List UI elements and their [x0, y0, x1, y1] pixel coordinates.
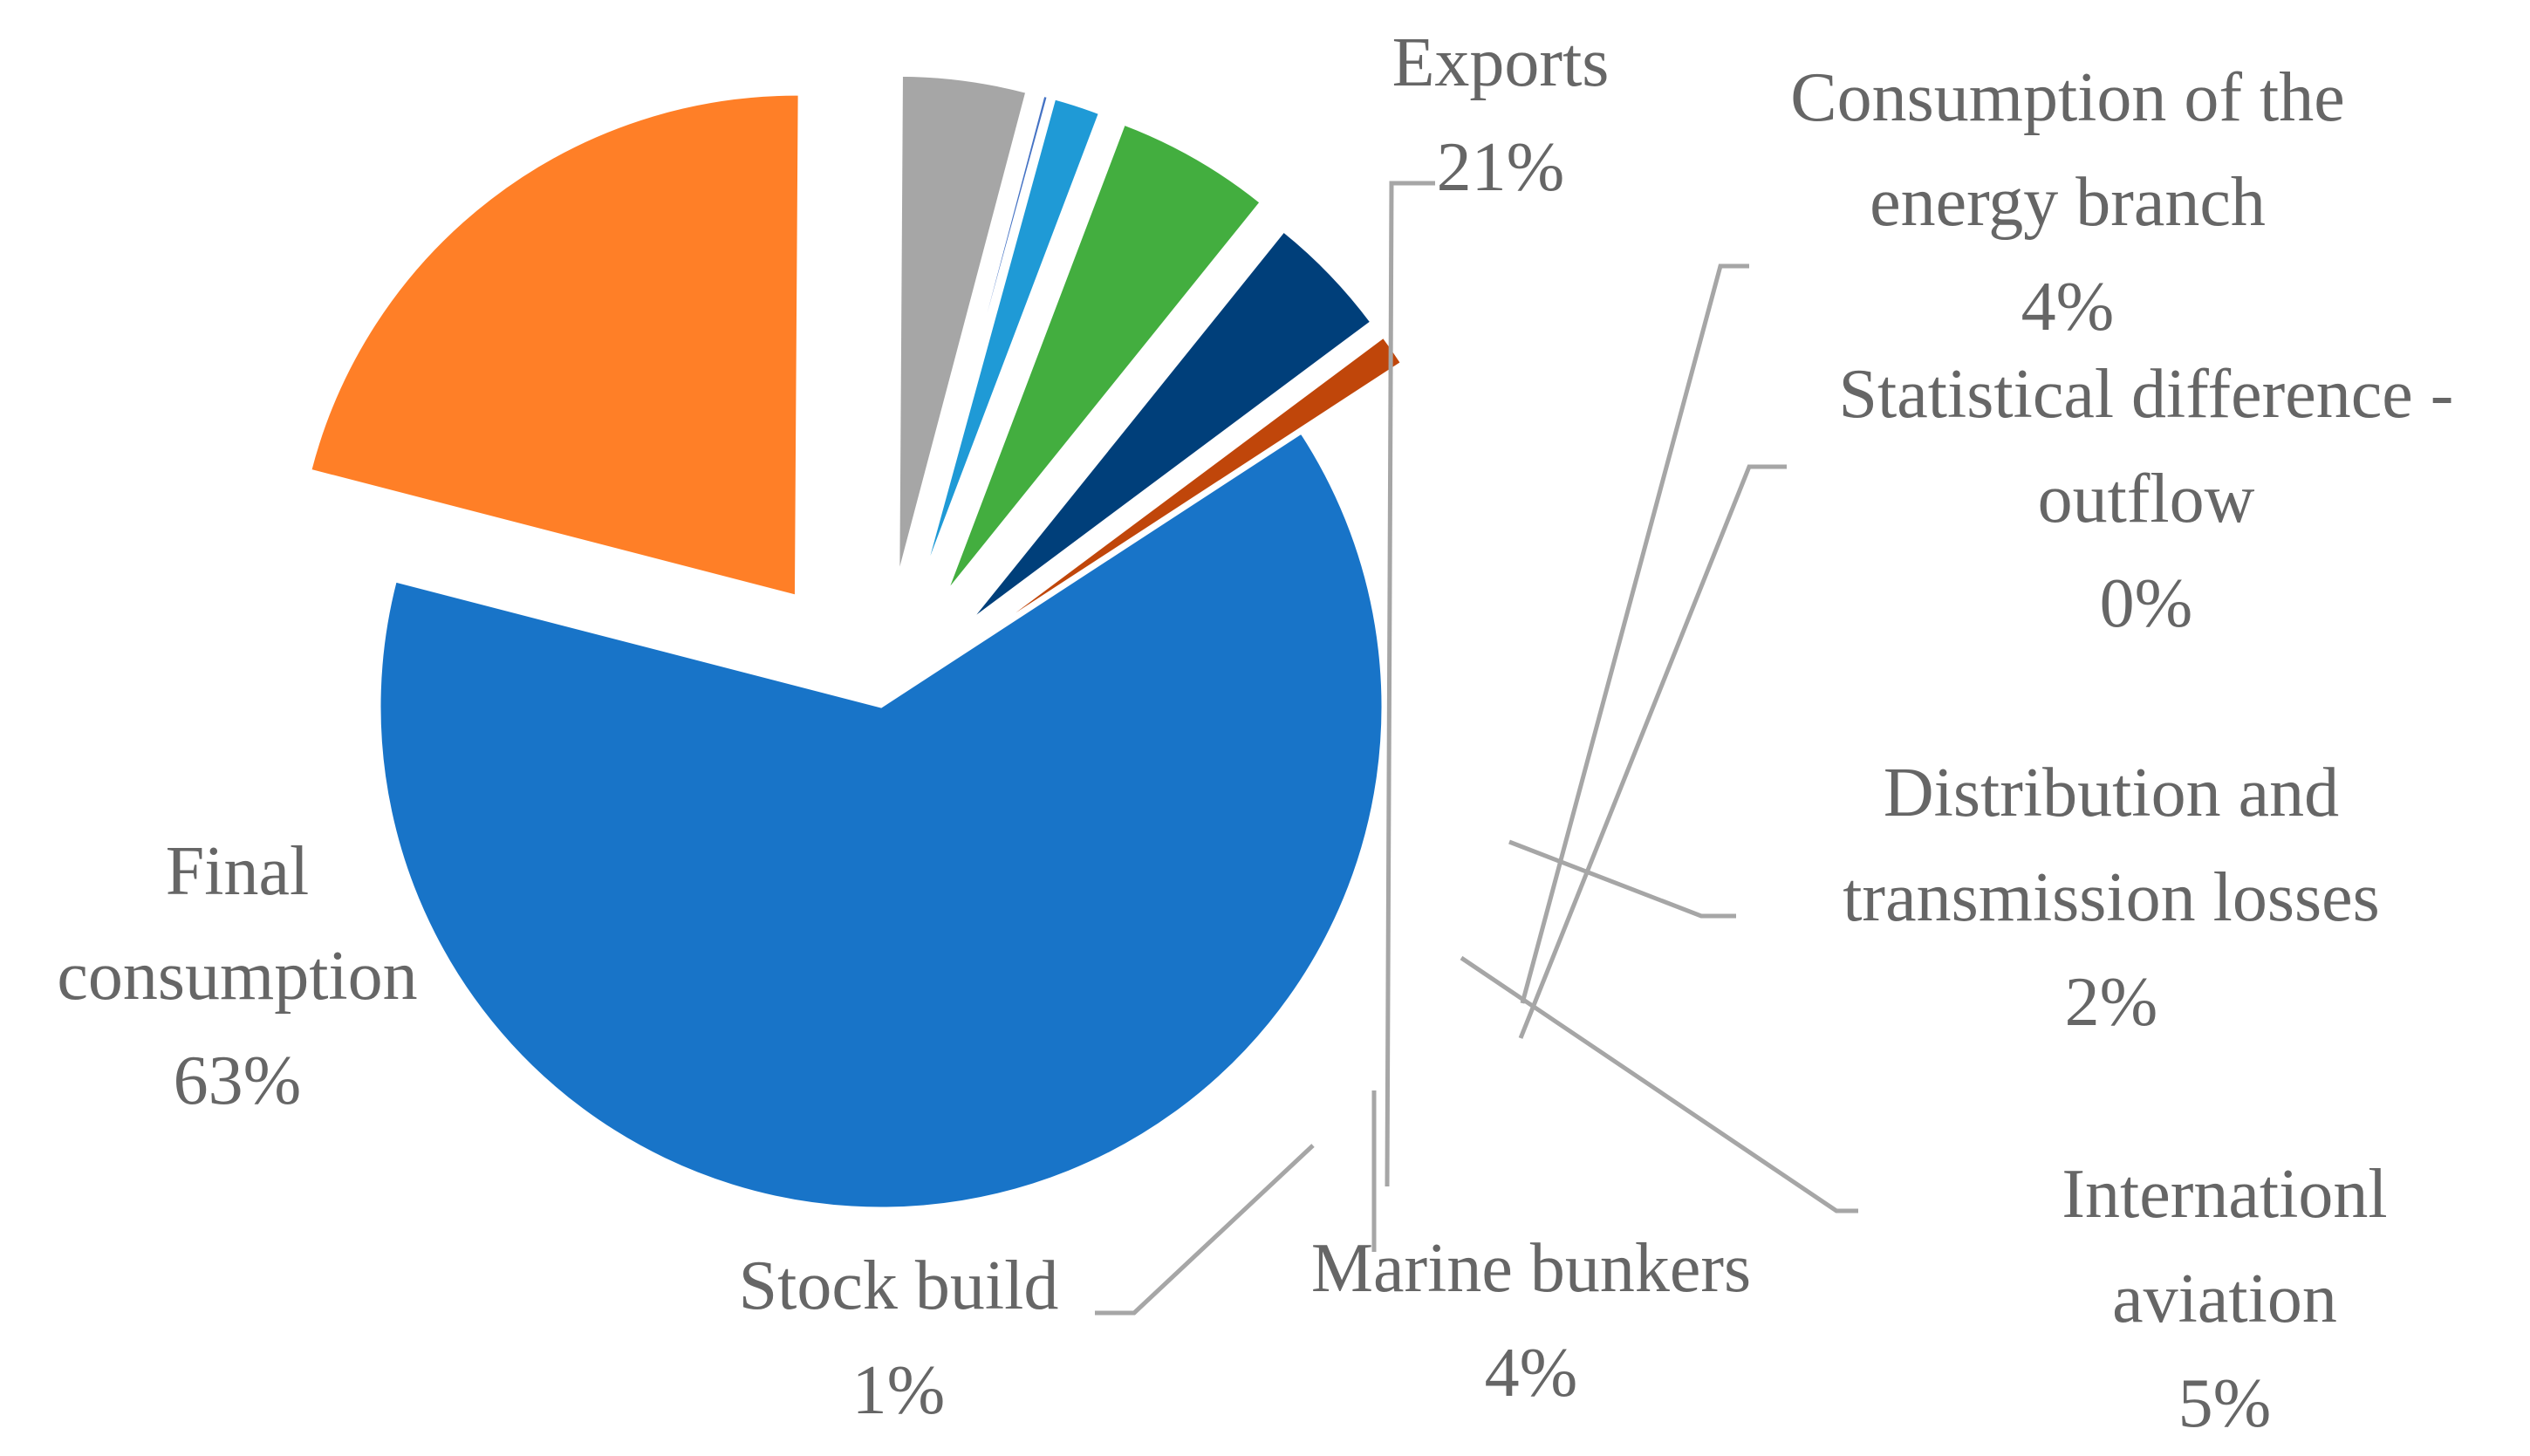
- slice-label: Stock build 1%: [739, 1248, 1059, 1429]
- slice-value-label: 0%: [2100, 565, 2193, 642]
- slice-label: Marine bunkers 4%: [1311, 1230, 1751, 1412]
- slice-label: Distribution and transmission losses 2%: [1843, 755, 2380, 1041]
- slice-label: Final consumption 63%: [57, 833, 417, 1119]
- slice-name-label: Exports: [1392, 24, 1610, 101]
- slice-name-label: Distribution and: [1884, 755, 2339, 831]
- pie-slice-distribution-and-transmission-losses: [920, 97, 1102, 583]
- slice-name-label: Consumption of the: [1790, 59, 2345, 136]
- slice-name-label: Marine bunkers: [1311, 1230, 1751, 1307]
- slice-name-label: Final: [166, 833, 309, 910]
- slice-label: Statistical difference - outflow 0%: [1839, 356, 2454, 642]
- pie-slices: [308, 73, 1404, 1210]
- leader-line: [1095, 1144, 1315, 1316]
- slice-value-label: 5%: [2178, 1365, 2272, 1442]
- slice-label: Internationl aviation 5%: [2062, 1156, 2387, 1442]
- slice-name-label: energy branch: [1870, 164, 2266, 241]
- pie-slice-consumption-of-the-energy-branch: [897, 73, 1029, 578]
- slice-name-label: consumption: [57, 938, 417, 1015]
- pie-slice-exports: [308, 92, 801, 598]
- slice-value-label: 4%: [2021, 269, 2115, 345]
- leader-line: [1385, 181, 1435, 1187]
- slice-name-label: Internationl: [2062, 1156, 2387, 1233]
- slice-value-label: 21%: [1437, 129, 1565, 206]
- slice-name-label: Stock build: [739, 1248, 1059, 1324]
- slice-name-label: outflow: [2038, 461, 2255, 537]
- leader-line: [1520, 263, 1749, 1004]
- leader-line: [1460, 955, 1858, 1213]
- slice-name-label: aviation: [2112, 1261, 2337, 1337]
- pie-slice-internationl-aviation: [945, 122, 1263, 594]
- slice-value-label: 1%: [852, 1352, 946, 1429]
- slice-labels: Exports 21% Consumption of the energy branc…: [57, 24, 2453, 1442]
- pie-slice-final-consumption: [378, 430, 1385, 1210]
- slice-name-label: transmission losses: [1843, 859, 2380, 936]
- leader-line: [1518, 464, 1787, 1039]
- leader-line: [1508, 839, 1736, 919]
- leader-lines: [1095, 181, 1858, 1316]
- slice-value-label: 63%: [174, 1042, 302, 1119]
- pie-slice-statistical-difference-outflow: [913, 93, 1050, 581]
- slice-value-label: 4%: [1485, 1335, 1578, 1412]
- pie-slice-marine-bunkers: [968, 229, 1373, 624]
- slice-label: Consumption of the energy branch 4%: [1790, 59, 2345, 345]
- slice-label: Exports 21%: [1392, 24, 1610, 206]
- slice-name-label: Statistical difference -: [1839, 356, 2454, 433]
- slice-value-label: 2%: [2065, 964, 2158, 1041]
